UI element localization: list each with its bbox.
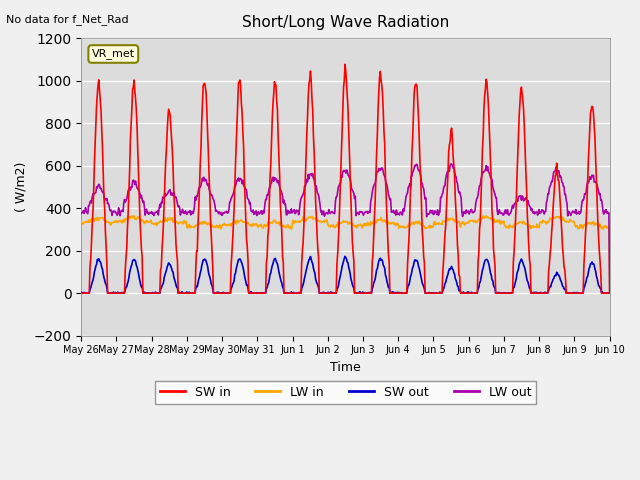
Title: Short/Long Wave Radiation: Short/Long Wave Radiation [242, 15, 449, 30]
Text: No data for f_Net_Rad: No data for f_Net_Rad [6, 14, 129, 25]
X-axis label: Time: Time [330, 361, 361, 374]
Text: VR_met: VR_met [92, 48, 135, 60]
Legend: SW in, LW in, SW out, LW out: SW in, LW in, SW out, LW out [154, 381, 536, 404]
Y-axis label: ( W/m2): ( W/m2) [15, 162, 28, 212]
